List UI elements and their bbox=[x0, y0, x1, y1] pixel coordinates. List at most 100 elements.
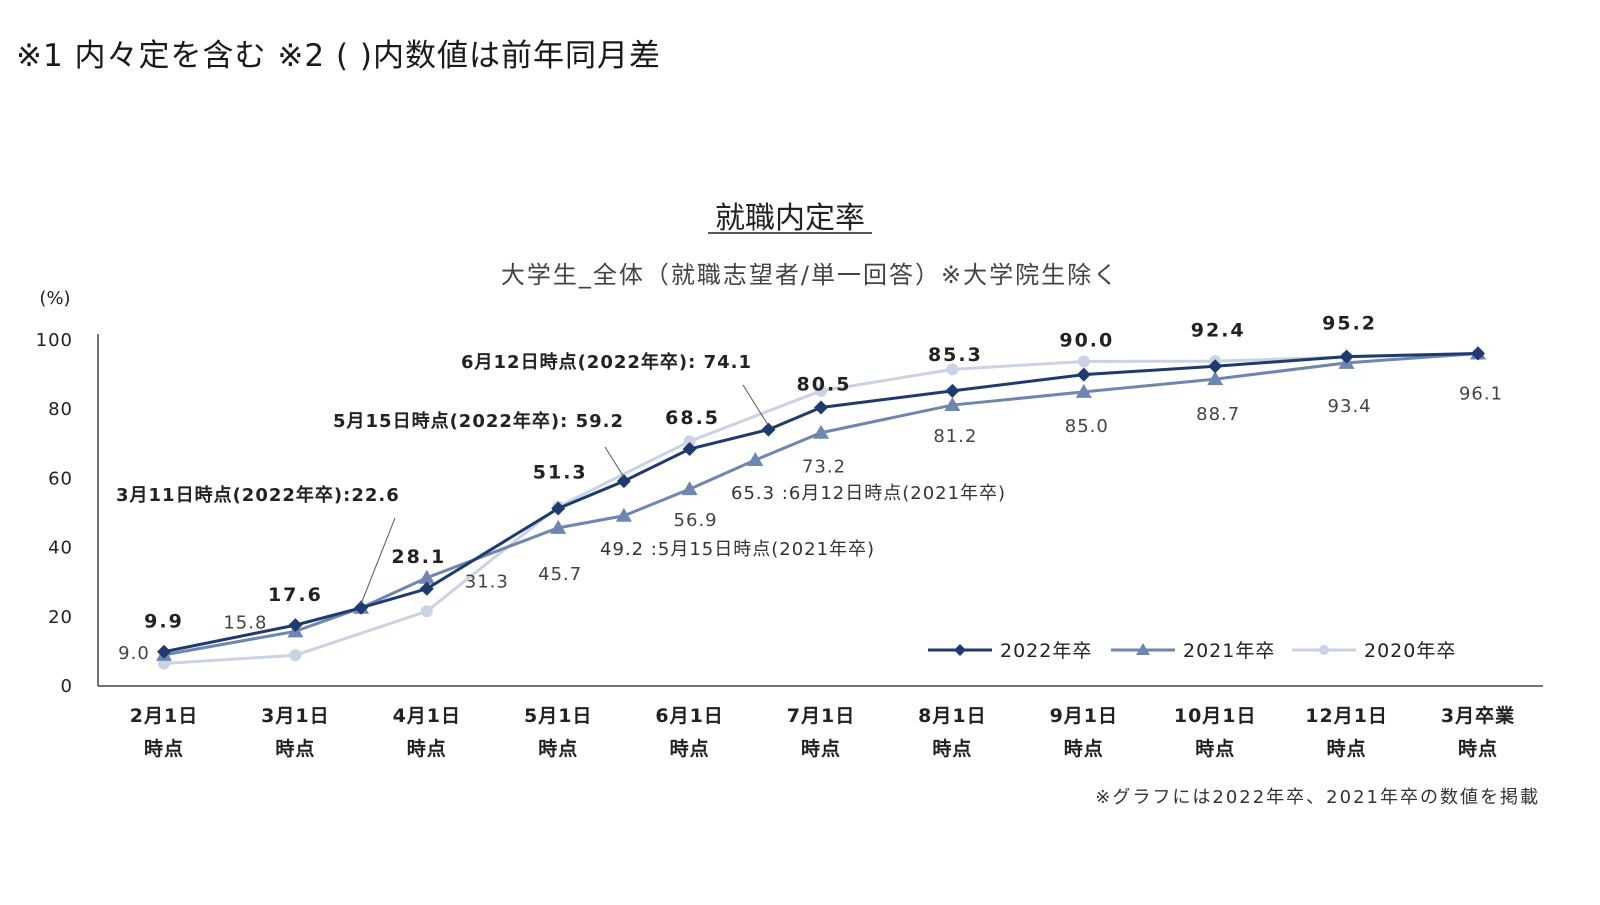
y-tick-label: 40 bbox=[48, 538, 73, 559]
diamond-marker bbox=[288, 618, 303, 633]
y-tick-label: 80 bbox=[48, 399, 73, 420]
triangle-marker bbox=[681, 481, 698, 496]
data-label: 90.0 bbox=[1059, 330, 1114, 352]
y-tick-label: 60 bbox=[48, 468, 73, 489]
data-label: 95.2 bbox=[1322, 313, 1377, 335]
data-label: 15.8 bbox=[223, 612, 267, 633]
diamond-marker bbox=[1208, 359, 1223, 374]
x-tick-label-line2: 時点 bbox=[275, 738, 315, 760]
data-label: 68.5 bbox=[665, 407, 720, 429]
triangle-marker bbox=[747, 452, 764, 467]
x-tick-label-line2: 時点 bbox=[932, 738, 972, 760]
annotation-label: 49.2 :5月15日時点(2021年卒) bbox=[600, 539, 875, 560]
diamond-marker bbox=[1339, 349, 1354, 364]
triangle-marker bbox=[418, 569, 435, 584]
diamond-marker bbox=[1076, 367, 1091, 382]
annotation-label: 65.3 :6月12日時点(2021年卒) bbox=[731, 483, 1006, 504]
annotation-leader-line bbox=[742, 384, 769, 426]
diamond-marker bbox=[616, 474, 631, 489]
x-tick-label: 8月1日 bbox=[918, 705, 986, 727]
x-tick-label: 10月1日 bbox=[1174, 705, 1257, 727]
y-tick-label: 0 bbox=[61, 676, 73, 697]
header-note: ※1 内々定を含む ※2 ( )内数値は前年同月差 bbox=[16, 38, 661, 74]
data-label: 45.7 bbox=[538, 564, 582, 585]
x-tick-label-line2: 時点 bbox=[670, 738, 710, 760]
diamond-marker bbox=[682, 441, 697, 456]
series-line-2021年卒 bbox=[163, 351, 1479, 657]
data-label: 92.4 bbox=[1191, 319, 1246, 341]
footnote: ※グラフには2022年卒、2021年卒の数値を掲載 bbox=[1095, 787, 1540, 808]
x-tick-label: 6月1日 bbox=[655, 705, 723, 727]
triangle-marker bbox=[944, 397, 961, 412]
legend-label: 2020年卒 bbox=[1364, 640, 1456, 662]
series-line-2022年卒 bbox=[163, 351, 1479, 654]
triangle-marker bbox=[615, 507, 632, 522]
x-tick-label-line2: 時点 bbox=[1064, 738, 1104, 760]
diamond-marker bbox=[551, 501, 566, 516]
x-tick-label: 3月卒業 bbox=[1441, 704, 1515, 727]
circle-marker bbox=[815, 384, 827, 397]
data-label: 56.9 bbox=[674, 510, 718, 531]
x-tick-label: 4月1日 bbox=[393, 705, 461, 727]
x-tick-label: 3月1日 bbox=[261, 705, 329, 727]
diamond-marker bbox=[814, 400, 828, 415]
triangle-marker bbox=[1207, 371, 1224, 386]
data-label: 96.1 bbox=[1459, 383, 1503, 404]
x-tick-label: 7月1日 bbox=[787, 705, 855, 727]
x-tick-label: 5月1日 bbox=[524, 705, 592, 727]
chart-subtitle: 大学生_全体（就職志望者/単一回答）※大学院生除く bbox=[501, 261, 1119, 289]
diamond-marker bbox=[354, 600, 369, 615]
data-label: 51.3 bbox=[533, 462, 588, 484]
x-tick-label-line2: 時点 bbox=[1327, 738, 1367, 760]
legend-diamond-marker bbox=[954, 644, 966, 656]
triangle-marker bbox=[1075, 383, 1092, 398]
data-label: 9.9 bbox=[144, 611, 184, 633]
triangle-marker bbox=[550, 519, 567, 534]
circle-marker bbox=[946, 363, 959, 376]
diamond-marker bbox=[1471, 346, 1485, 361]
x-tick-label-line2: 時点 bbox=[1458, 738, 1498, 760]
annotation-leader-line bbox=[604, 446, 625, 478]
x-tick-label-line2: 時点 bbox=[144, 738, 184, 760]
x-tick-label: 2月1日 bbox=[130, 705, 198, 727]
data-label: 80.5 bbox=[797, 373, 852, 395]
data-label: 85.0 bbox=[1065, 416, 1109, 437]
data-label: 28.1 bbox=[391, 546, 446, 568]
circle-marker bbox=[683, 435, 696, 448]
x-tick-label-line2: 時点 bbox=[407, 738, 447, 760]
annotation-label: 6月12日時点(2022年卒): 74.1 bbox=[461, 351, 752, 373]
circle-marker bbox=[1077, 355, 1090, 368]
diamond-marker bbox=[945, 383, 960, 398]
legend-circle-marker bbox=[1319, 645, 1329, 655]
chart-title: 就職内定率 bbox=[715, 201, 865, 236]
x-tick-label-line2: 時点 bbox=[538, 738, 578, 760]
x-tick-label: 12月1日 bbox=[1305, 705, 1388, 727]
diamond-marker bbox=[761, 422, 776, 437]
annotation-leader-line bbox=[360, 517, 396, 604]
diamond-marker bbox=[419, 581, 434, 596]
legend-label: 2022年卒 bbox=[1000, 640, 1092, 662]
data-label: 93.4 bbox=[1328, 396, 1372, 417]
x-tick-label-line2: 時点 bbox=[801, 738, 841, 760]
annotation-label: 3月11日時点(2022年卒):22.6 bbox=[116, 484, 400, 506]
y-tick-label: 100 bbox=[36, 330, 73, 351]
legend-triangle-marker bbox=[1136, 643, 1150, 655]
data-label: 73.2 bbox=[802, 457, 846, 478]
triangle-marker bbox=[813, 424, 829, 439]
y-tick-label: 20 bbox=[48, 607, 73, 628]
data-label: 81.2 bbox=[933, 426, 977, 447]
data-label: 17.6 bbox=[268, 584, 323, 606]
x-tick-label: 9月1日 bbox=[1050, 705, 1118, 727]
data-label: 9.0 bbox=[118, 643, 150, 664]
diamond-marker bbox=[157, 644, 171, 659]
series-line-2020年卒 bbox=[163, 351, 1479, 666]
y-axis-unit: (%) bbox=[39, 288, 70, 309]
annotation-label: 5月15日時点(2022年卒): 59.2 bbox=[333, 410, 624, 432]
x-tick-label-line2: 時点 bbox=[1195, 738, 1235, 760]
data-label: 85.3 bbox=[928, 344, 983, 366]
legend-label: 2021年卒 bbox=[1183, 640, 1275, 662]
data-label: 88.7 bbox=[1196, 404, 1240, 425]
circle-marker bbox=[289, 649, 302, 662]
data-label: 31.3 bbox=[465, 572, 509, 593]
